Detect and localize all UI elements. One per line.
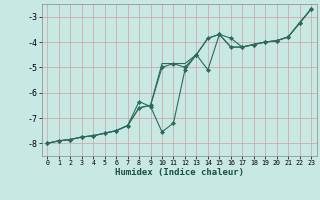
X-axis label: Humidex (Indice chaleur): Humidex (Indice chaleur) [115, 168, 244, 177]
